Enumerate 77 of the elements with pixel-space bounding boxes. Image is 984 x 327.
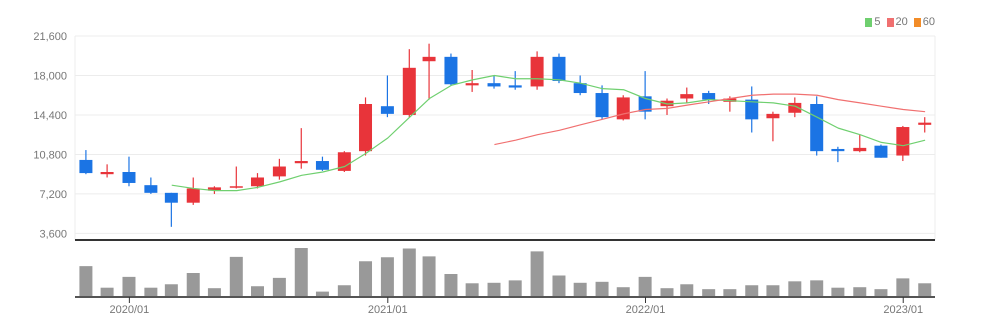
bar xyxy=(831,288,844,297)
y-tick-label: 18,000 xyxy=(33,70,67,82)
x-tick-label: 2021/01 xyxy=(368,304,408,316)
bar xyxy=(79,266,92,297)
candlestick xyxy=(79,149,92,175)
legend-label: 5 xyxy=(874,16,880,28)
bar xyxy=(402,248,416,297)
candlestick xyxy=(316,156,329,172)
bar xyxy=(596,282,609,297)
bar xyxy=(788,281,802,297)
bar xyxy=(574,282,587,297)
candlestick xyxy=(186,176,200,206)
candlestick xyxy=(488,74,501,90)
y-tick-label: 3,600 xyxy=(39,228,67,240)
bar xyxy=(272,278,286,297)
candlestick xyxy=(380,74,394,118)
bar xyxy=(359,261,372,297)
bar xyxy=(508,280,522,297)
candlestick xyxy=(874,144,888,158)
candlestick xyxy=(122,156,136,187)
bar xyxy=(338,285,351,297)
candlestick xyxy=(680,86,694,104)
candlestick xyxy=(918,116,932,134)
y-tick-label: 14,400 xyxy=(33,110,67,122)
line-series xyxy=(494,94,926,146)
candlestick xyxy=(164,192,178,228)
x-tick-label: 2023/01 xyxy=(883,304,924,316)
bar xyxy=(660,288,674,297)
bar xyxy=(552,275,566,297)
bar xyxy=(230,256,243,297)
bar xyxy=(896,278,910,297)
bar xyxy=(422,256,436,297)
candlestick xyxy=(745,86,758,134)
legend-label: 60 xyxy=(922,16,935,28)
bar xyxy=(122,276,136,297)
bar xyxy=(164,284,178,297)
candlestick xyxy=(144,176,158,195)
bar xyxy=(530,251,544,297)
bar xyxy=(638,276,652,297)
bar xyxy=(294,248,308,297)
candlestick xyxy=(230,166,243,190)
candlestick xyxy=(422,43,436,100)
bar xyxy=(616,287,630,297)
bar xyxy=(466,283,479,297)
y-tick-label: 21,600 xyxy=(33,30,67,43)
candlestick xyxy=(250,172,264,190)
y-tick-label: 10,800 xyxy=(33,149,67,162)
candlestick xyxy=(508,70,522,90)
x-tick-label: 2020/01 xyxy=(109,304,150,316)
candlestick xyxy=(466,69,479,93)
bar xyxy=(853,287,866,297)
candlestick xyxy=(100,164,114,178)
bar xyxy=(186,272,200,297)
candlestick xyxy=(272,158,286,180)
candlestick xyxy=(338,150,351,173)
bar xyxy=(208,288,221,297)
candlestick xyxy=(616,94,630,122)
candlestick xyxy=(294,128,308,170)
bar xyxy=(144,288,158,297)
bar xyxy=(766,285,780,297)
x-tick-label: 2022/01 xyxy=(626,304,666,316)
bar xyxy=(250,286,264,297)
candlestick xyxy=(766,111,780,142)
bar xyxy=(380,257,394,297)
bar xyxy=(444,274,458,297)
bar xyxy=(488,282,501,297)
legend-label: 20 xyxy=(896,16,908,28)
y-tick-label: 7,200 xyxy=(39,188,67,201)
candlestick xyxy=(574,74,587,96)
bar xyxy=(100,288,114,297)
bar xyxy=(745,285,758,297)
bar xyxy=(680,284,694,297)
bar xyxy=(918,283,932,297)
candlestick xyxy=(831,146,844,163)
candlestick xyxy=(853,134,866,153)
bar xyxy=(810,280,824,297)
candlestick xyxy=(702,90,716,105)
